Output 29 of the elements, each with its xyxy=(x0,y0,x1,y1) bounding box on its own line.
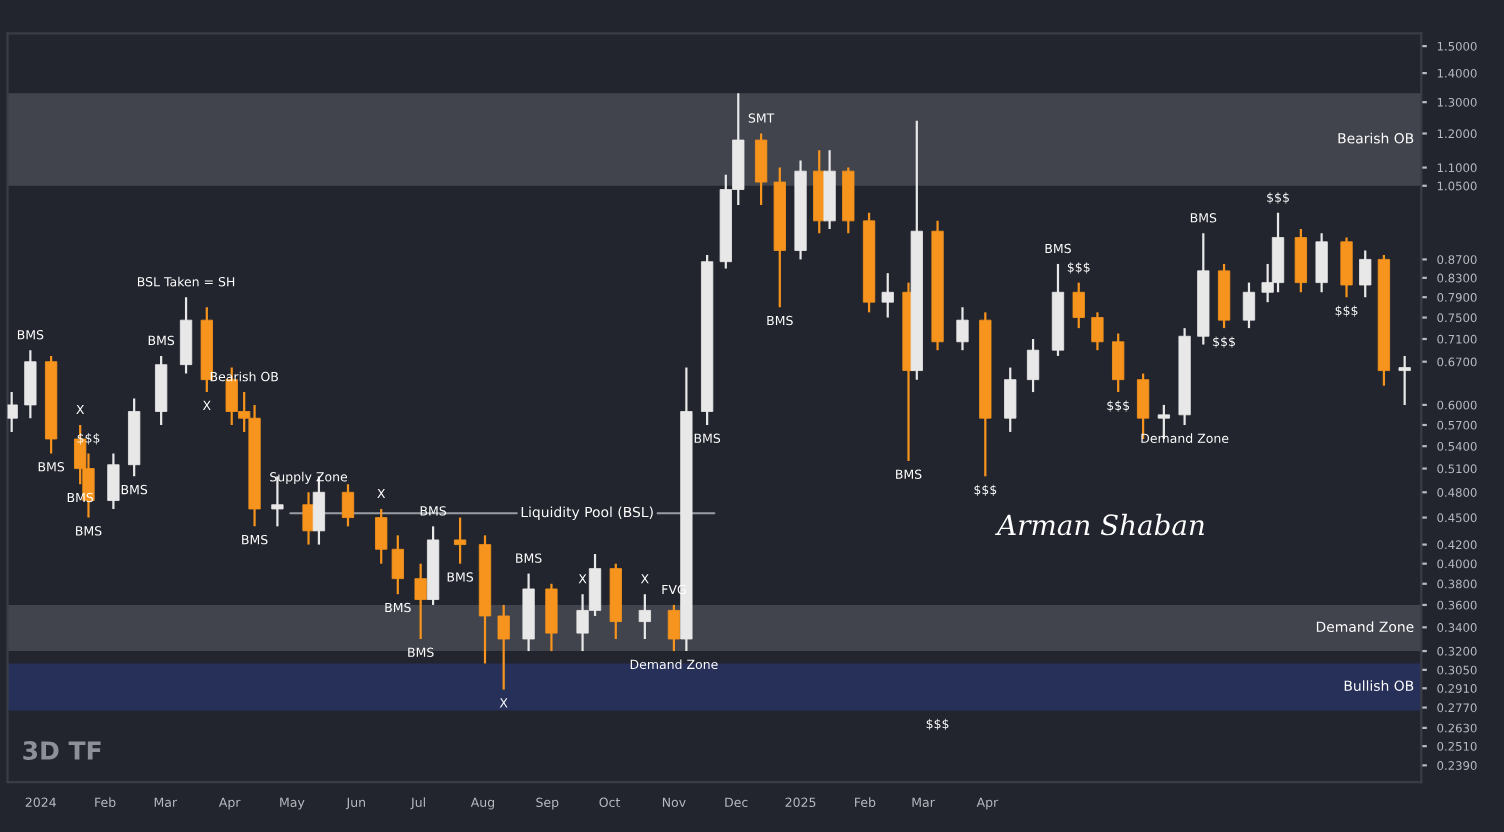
candlestick xyxy=(107,452,120,511)
candlestick xyxy=(1112,332,1125,394)
candlestick xyxy=(497,603,510,691)
candlestick xyxy=(179,296,193,375)
candlestick xyxy=(155,354,168,427)
candlestick xyxy=(754,132,768,206)
annotation: Arman Shaban xyxy=(995,513,1204,536)
candlestick xyxy=(1294,228,1307,294)
candlestick xyxy=(341,483,355,528)
candlestick xyxy=(1026,337,1040,394)
candlestick xyxy=(545,582,558,653)
candlestick xyxy=(7,390,18,434)
candlestick xyxy=(638,593,651,641)
candlestick xyxy=(1072,281,1085,330)
candlestick xyxy=(414,562,427,641)
candlestick xyxy=(1091,311,1104,352)
candlestick xyxy=(24,349,37,420)
candlestick xyxy=(453,516,467,565)
annotation: 3D TF xyxy=(23,741,101,760)
candlestick xyxy=(1004,366,1017,434)
candlestick xyxy=(1315,232,1328,294)
candlestick xyxy=(1359,249,1372,299)
candlestick xyxy=(956,306,969,352)
candlestick xyxy=(1398,354,1411,407)
candlestick xyxy=(1340,236,1353,299)
candlestick xyxy=(302,491,315,546)
candlestick xyxy=(1242,281,1256,330)
candlestick xyxy=(881,272,894,319)
candlestick xyxy=(667,603,681,653)
